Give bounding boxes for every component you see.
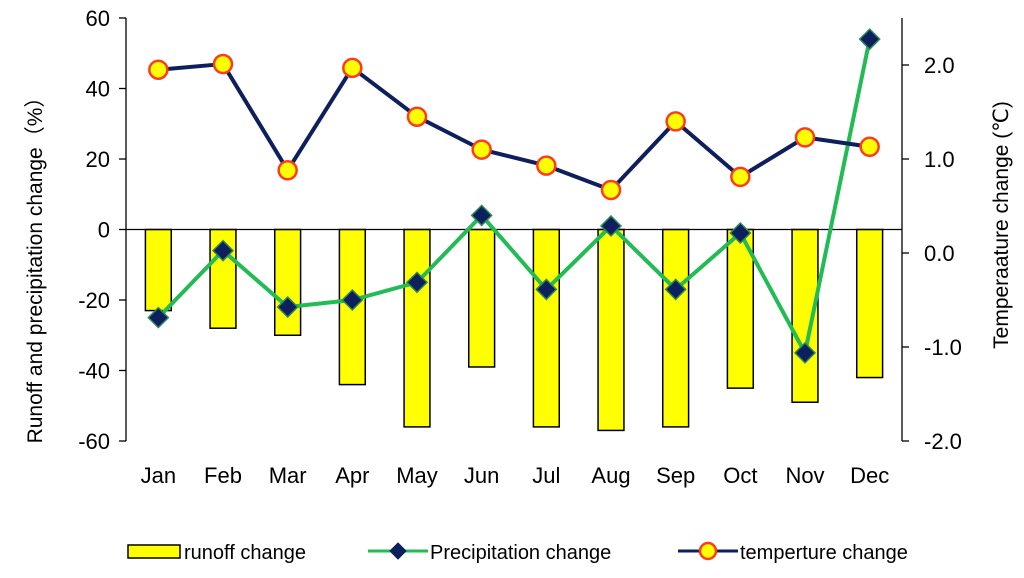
left-tick-label: -20 — [78, 288, 110, 313]
temperature-point-dec — [859, 136, 880, 158]
temperature-point-mar — [277, 160, 298, 181]
precipitation-point-sep — [664, 278, 687, 301]
temperature-point-oct — [730, 166, 751, 188]
x-tick-label-feb: Feb — [204, 463, 242, 488]
left-tick-label: 20 — [86, 147, 110, 172]
x-tick-label-aug: Aug — [591, 463, 630, 488]
legend-swatch-runoff — [127, 544, 181, 559]
bar-runoff-mar — [273, 228, 302, 336]
bar-runoff-sep — [661, 228, 690, 428]
temperature-point-nov — [794, 127, 816, 148]
precipitation-point-jan — [147, 306, 170, 329]
x-tick-label-nov: Nov — [785, 463, 824, 488]
right-tick-label: -2.0 — [924, 429, 962, 454]
bar-runoff-jun — [467, 228, 496, 368]
x-tick-label-may: May — [396, 463, 438, 488]
x-tick-label-oct: Oct — [723, 463, 757, 488]
temperature-point-jul — [536, 155, 557, 176]
right-tick-label: 2.0 — [924, 53, 955, 78]
precipitation-series — [147, 28, 881, 364]
temperature-point-aug — [600, 179, 622, 201]
precipitation-point-oct — [729, 221, 752, 245]
bar-runoff-jul — [532, 228, 561, 428]
left-tick-label: -40 — [78, 359, 110, 384]
left-axis-ticks: 60 40 20 0 -20 -40 -60 — [78, 6, 126, 454]
precipitation-point-nov — [793, 341, 817, 364]
bar-runoff-jan — [144, 228, 173, 312]
temperature-point-feb — [212, 53, 234, 75]
x-tick-label-jun: Jun — [464, 463, 499, 488]
precipitation-point-apr — [341, 288, 364, 312]
right-axis-title: Temperaature change (℃) — [990, 101, 1013, 349]
legend-label-runoff: runoff change — [184, 542, 306, 564]
precipitation-point-dec — [858, 28, 881, 51]
precipitation-point-feb — [211, 239, 235, 262]
legend-label-precipitation: Precipitation change — [430, 542, 611, 564]
temperature-point-jan — [148, 59, 169, 80]
x-tick-label-jul: Jul — [532, 463, 560, 488]
precipitation-line — [156, 38, 872, 355]
temperature-point-sep — [665, 111, 686, 132]
legend-marker-temperature — [698, 541, 718, 561]
x-tick-label-jan: Jan — [141, 463, 176, 488]
right-tick-label: 0.0 — [924, 241, 955, 266]
right-tick-label: -1.0 — [924, 335, 962, 360]
temperature-point-may — [406, 106, 428, 127]
left-axis-title: Runoff and precipitation change（%） — [24, 87, 47, 444]
right-axis-ticks: 2.0 1.0 0.0 -1.0 -2.0 — [902, 53, 962, 454]
left-tick-label: -60 — [78, 429, 110, 454]
precipitation-point-jun — [470, 204, 493, 227]
precipitation-point-jul — [535, 278, 558, 301]
x-axis-tick-labels: Jan Feb Mar Apr May Jun Jul Aug Sep Oct Nov Dec — [141, 463, 890, 488]
x-tick-label-dec: Dec — [850, 463, 889, 488]
temperature-line — [158, 62, 870, 193]
runoff-bars — [144, 228, 884, 432]
legend-label-temperature: temperture change — [740, 542, 908, 564]
left-tick-label: 0 — [98, 218, 110, 243]
x-tick-label-mar: Mar — [269, 463, 307, 488]
right-tick-label: 1.0 — [924, 147, 955, 172]
precipitation-point-may — [405, 271, 429, 294]
legend-marker-precipitation — [389, 542, 407, 560]
axes — [125, 18, 903, 441]
left-tick-label: 40 — [86, 77, 110, 102]
legend: runoff change Precipitation change tempe… — [127, 541, 908, 564]
x-tick-label-sep: Sep — [656, 463, 695, 488]
left-tick-label: 60 — [86, 6, 110, 31]
temperature-series — [148, 53, 880, 201]
temperature-point-apr — [342, 57, 363, 79]
precipitation-point-mar — [276, 295, 299, 319]
bar-runoff-aug — [597, 228, 625, 432]
precipitation-point-aug — [599, 214, 623, 238]
bar-runoff-may — [403, 228, 431, 428]
x-tick-label-apr: Apr — [335, 463, 369, 488]
bar-runoff-dec — [855, 228, 884, 379]
temperature-point-jun — [471, 139, 492, 160]
